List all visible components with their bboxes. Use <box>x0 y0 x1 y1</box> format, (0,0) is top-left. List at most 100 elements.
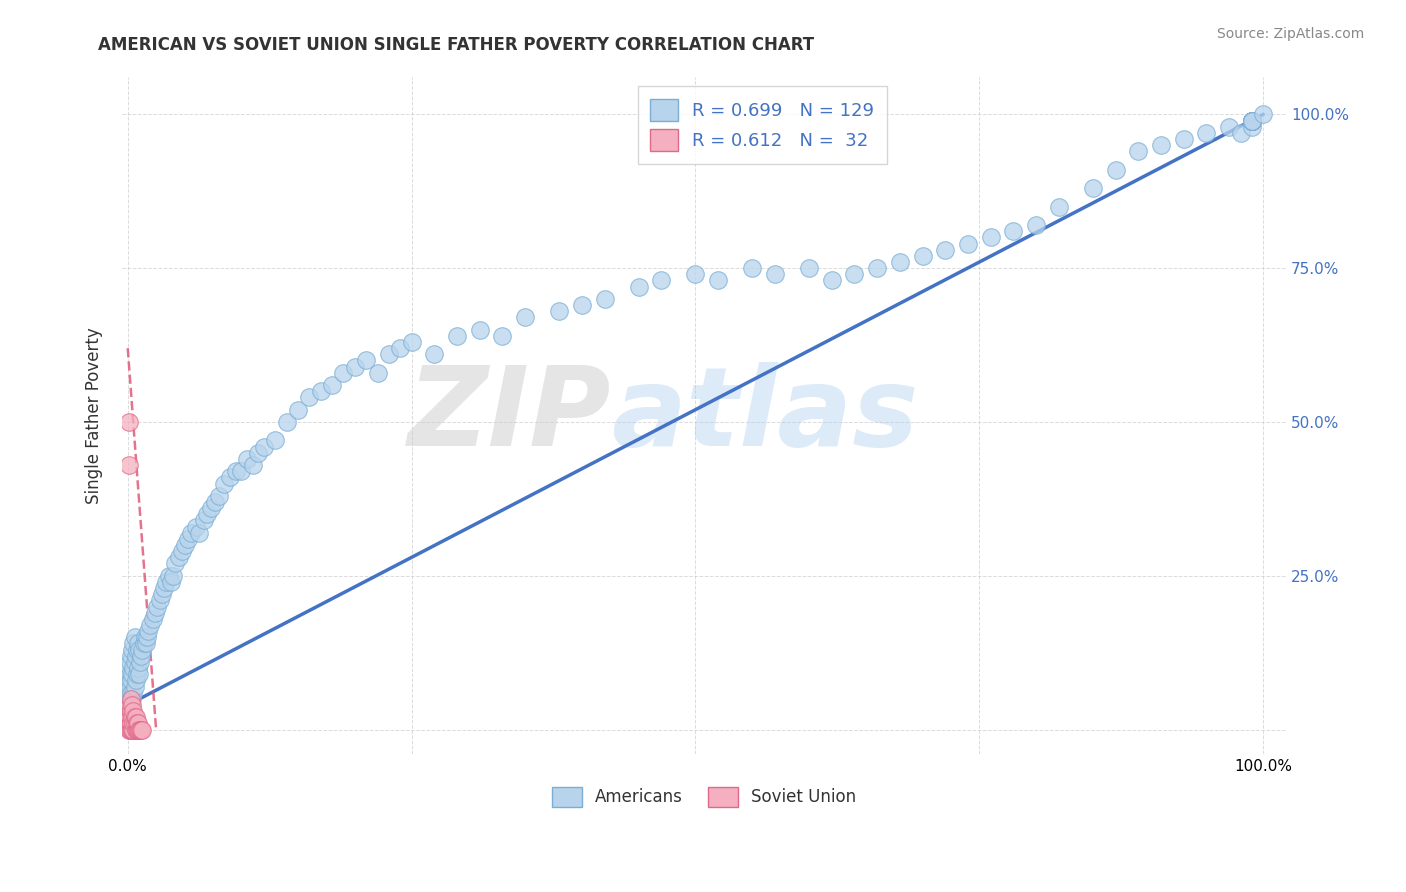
Point <box>1240 113 1263 128</box>
Point <box>155 574 177 589</box>
Point <box>247 446 270 460</box>
Point <box>1240 113 1263 128</box>
Point <box>423 347 446 361</box>
Text: atlas: atlas <box>610 362 918 469</box>
Point <box>120 698 142 712</box>
Point <box>1195 126 1218 140</box>
Point <box>1081 181 1104 195</box>
Point <box>195 508 218 522</box>
Point <box>136 630 159 644</box>
Point <box>332 366 354 380</box>
Point <box>132 636 155 650</box>
Point <box>125 667 148 681</box>
Point <box>135 636 157 650</box>
Point <box>1025 218 1047 232</box>
Point <box>1002 224 1025 238</box>
Point <box>763 268 786 282</box>
Point <box>821 273 844 287</box>
Point <box>139 618 162 632</box>
Point <box>797 261 820 276</box>
Point <box>468 323 491 337</box>
Point <box>1240 113 1263 128</box>
Point <box>1240 113 1263 128</box>
Point <box>131 642 153 657</box>
Point <box>264 434 287 448</box>
Point <box>1047 200 1070 214</box>
Point <box>118 723 141 737</box>
Point <box>127 636 149 650</box>
Point <box>127 661 149 675</box>
Point <box>685 268 707 282</box>
Point <box>1173 132 1195 146</box>
Point <box>124 680 146 694</box>
Point <box>120 673 142 688</box>
Point <box>122 704 145 718</box>
Point <box>124 710 146 724</box>
Point <box>298 390 321 404</box>
Point <box>118 673 141 688</box>
Point <box>118 667 141 681</box>
Text: AMERICAN VS SOVIET UNION SINGLE FATHER POVERTY CORRELATION CHART: AMERICAN VS SOVIET UNION SINGLE FATHER P… <box>98 36 814 54</box>
Point <box>131 648 153 663</box>
Point <box>122 661 145 675</box>
Point <box>122 723 145 737</box>
Point <box>122 636 145 650</box>
Point <box>127 716 149 731</box>
Point <box>121 710 143 724</box>
Point <box>136 624 159 639</box>
Point <box>121 691 143 706</box>
Point <box>128 723 150 737</box>
Point <box>121 723 143 737</box>
Point <box>1240 113 1263 128</box>
Point <box>118 415 141 429</box>
Point <box>242 458 264 472</box>
Point <box>131 723 153 737</box>
Point <box>889 255 911 269</box>
Point <box>118 716 141 731</box>
Point <box>120 723 142 737</box>
Point <box>167 550 190 565</box>
Point <box>118 698 141 712</box>
Point <box>143 606 166 620</box>
Point <box>276 415 298 429</box>
Point <box>122 686 145 700</box>
Point <box>741 261 763 276</box>
Point <box>118 680 141 694</box>
Point <box>1240 113 1263 128</box>
Point <box>118 686 141 700</box>
Point <box>162 569 184 583</box>
Point <box>150 587 173 601</box>
Point <box>627 279 650 293</box>
Point <box>125 716 148 731</box>
Point <box>122 716 145 731</box>
Point <box>367 366 389 380</box>
Point <box>1240 113 1263 128</box>
Point <box>207 489 229 503</box>
Point <box>118 710 141 724</box>
Point <box>125 642 148 657</box>
Point <box>124 716 146 731</box>
Point <box>124 630 146 644</box>
Point <box>134 630 156 644</box>
Point <box>146 599 169 614</box>
Point <box>120 691 142 706</box>
Point <box>118 655 141 669</box>
Point <box>204 495 226 509</box>
Point <box>127 723 149 737</box>
Point <box>153 581 176 595</box>
Point <box>219 470 242 484</box>
Point <box>1218 120 1240 134</box>
Point <box>1240 113 1263 128</box>
Point <box>343 359 366 374</box>
Point <box>128 642 150 657</box>
Point <box>118 691 141 706</box>
Point <box>1240 113 1263 128</box>
Point <box>157 569 180 583</box>
Point <box>121 642 143 657</box>
Point <box>124 723 146 737</box>
Point <box>707 273 730 287</box>
Point <box>118 698 141 712</box>
Point <box>378 347 401 361</box>
Text: ZIP: ZIP <box>408 362 610 469</box>
Point <box>401 334 423 349</box>
